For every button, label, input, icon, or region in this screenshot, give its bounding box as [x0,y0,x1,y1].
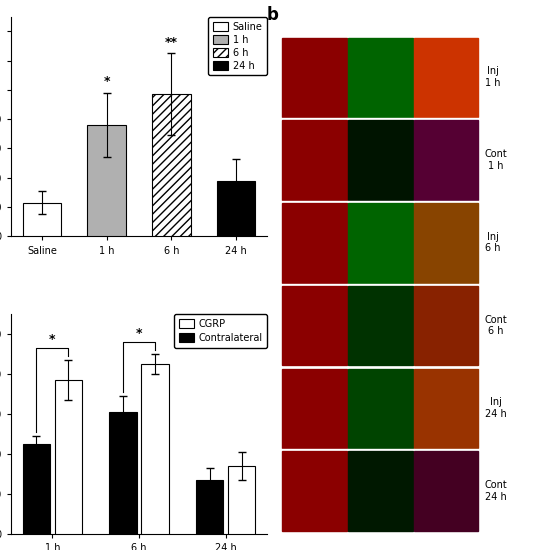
Text: Merge: Merge [428,22,465,32]
Text: Inj
24 h: Inj 24 h [485,397,507,419]
Bar [282,120,347,200]
Text: Cont
24 h: Cont 24 h [485,480,508,502]
Bar [152,94,191,237]
Text: GS: GS [307,22,323,32]
Bar [282,203,347,283]
Bar [348,120,412,200]
Bar [55,379,82,534]
Text: Inj
1 h: Inj 1 h [485,67,501,88]
Text: *: * [49,333,56,345]
Bar [414,203,479,283]
Bar [414,452,479,531]
Text: *: * [103,75,110,89]
Text: Inj
6 h: Inj 6 h [485,232,501,254]
Bar [196,480,223,534]
Bar [282,286,347,366]
Bar [22,203,61,236]
Text: Cont
1 h: Cont 1 h [485,149,508,170]
Bar [348,368,412,448]
Bar [348,203,412,283]
Bar [282,38,347,117]
Bar [414,120,479,200]
Text: **: ** [165,36,178,49]
Bar [348,452,412,531]
Bar [414,368,479,448]
Text: *: * [136,327,142,339]
Text: b: b [267,6,279,24]
Bar [282,368,347,448]
Bar [414,286,479,366]
Bar [109,411,137,534]
Legend: CGRP, Contralateral: CGRP, Contralateral [174,314,267,348]
Text: GFAP: GFAP [366,22,396,32]
Bar [141,364,169,534]
Bar [228,465,255,534]
Bar [217,182,255,236]
Bar [282,452,347,531]
Bar [22,443,50,534]
Bar [348,286,412,366]
Bar [414,38,479,117]
Legend: Saline, 1 h, 6 h, 24 h: Saline, 1 h, 6 h, 24 h [208,17,267,75]
Bar [348,38,412,117]
Text: Cont
6 h: Cont 6 h [485,315,508,336]
Bar [88,125,126,236]
